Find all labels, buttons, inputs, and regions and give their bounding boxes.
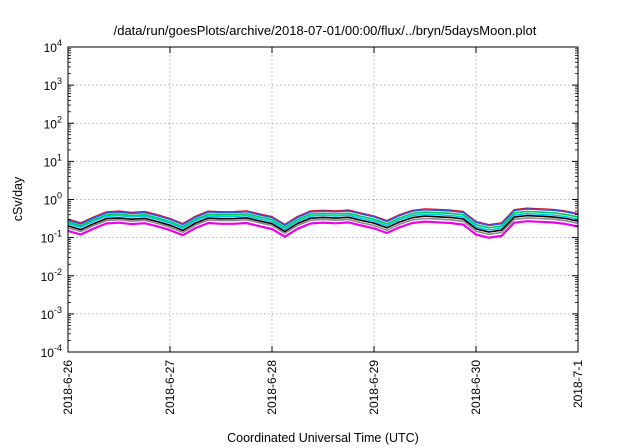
x-tick-label: 2018-6-30 bbox=[469, 360, 483, 415]
y-tick-label: 10-2 bbox=[41, 267, 62, 284]
y-tick-label: 100 bbox=[44, 191, 62, 208]
y-tick-labels: 10-4 10-3 10-2 10-1 100 101 102 103 104 bbox=[41, 38, 578, 360]
series-line bbox=[67, 220, 579, 239]
y-tick-label: 104 bbox=[44, 38, 62, 55]
series-line bbox=[67, 210, 579, 229]
chart-title: /data/run/goesPlots/archive/2018-07-01/0… bbox=[114, 23, 537, 38]
x-tick-label: 2018-6-27 bbox=[163, 360, 177, 415]
x-tick-labels: 2018-6-26 2018-6-27 2018-6-28 2018-6-29 2018… bbox=[61, 47, 585, 415]
x-tick-label: 2018-7-1 bbox=[571, 360, 585, 408]
x-tick-label: 2018-6-29 bbox=[367, 360, 381, 415]
grid bbox=[68, 47, 578, 352]
x-tick-label: 2018-6-26 bbox=[61, 360, 75, 415]
series-lines bbox=[67, 207, 579, 239]
y-tick-label: 103 bbox=[44, 76, 62, 93]
y-tick-label: 101 bbox=[44, 152, 62, 169]
series-line bbox=[67, 217, 579, 236]
series-line bbox=[67, 208, 579, 227]
y-tick-label: 10-1 bbox=[41, 229, 62, 246]
series-line bbox=[67, 212, 579, 231]
y-tick-label: 102 bbox=[44, 114, 62, 131]
y-tick-label: 10-4 bbox=[41, 343, 62, 360]
y-tick-label: 10-3 bbox=[41, 305, 62, 322]
y-axis-label: cSv/day bbox=[11, 176, 25, 221]
x-tick-label: 2018-6-28 bbox=[265, 360, 279, 415]
x-axis-label: Coordinated Universal Time (UTC) bbox=[227, 431, 419, 445]
series-line bbox=[67, 214, 579, 233]
